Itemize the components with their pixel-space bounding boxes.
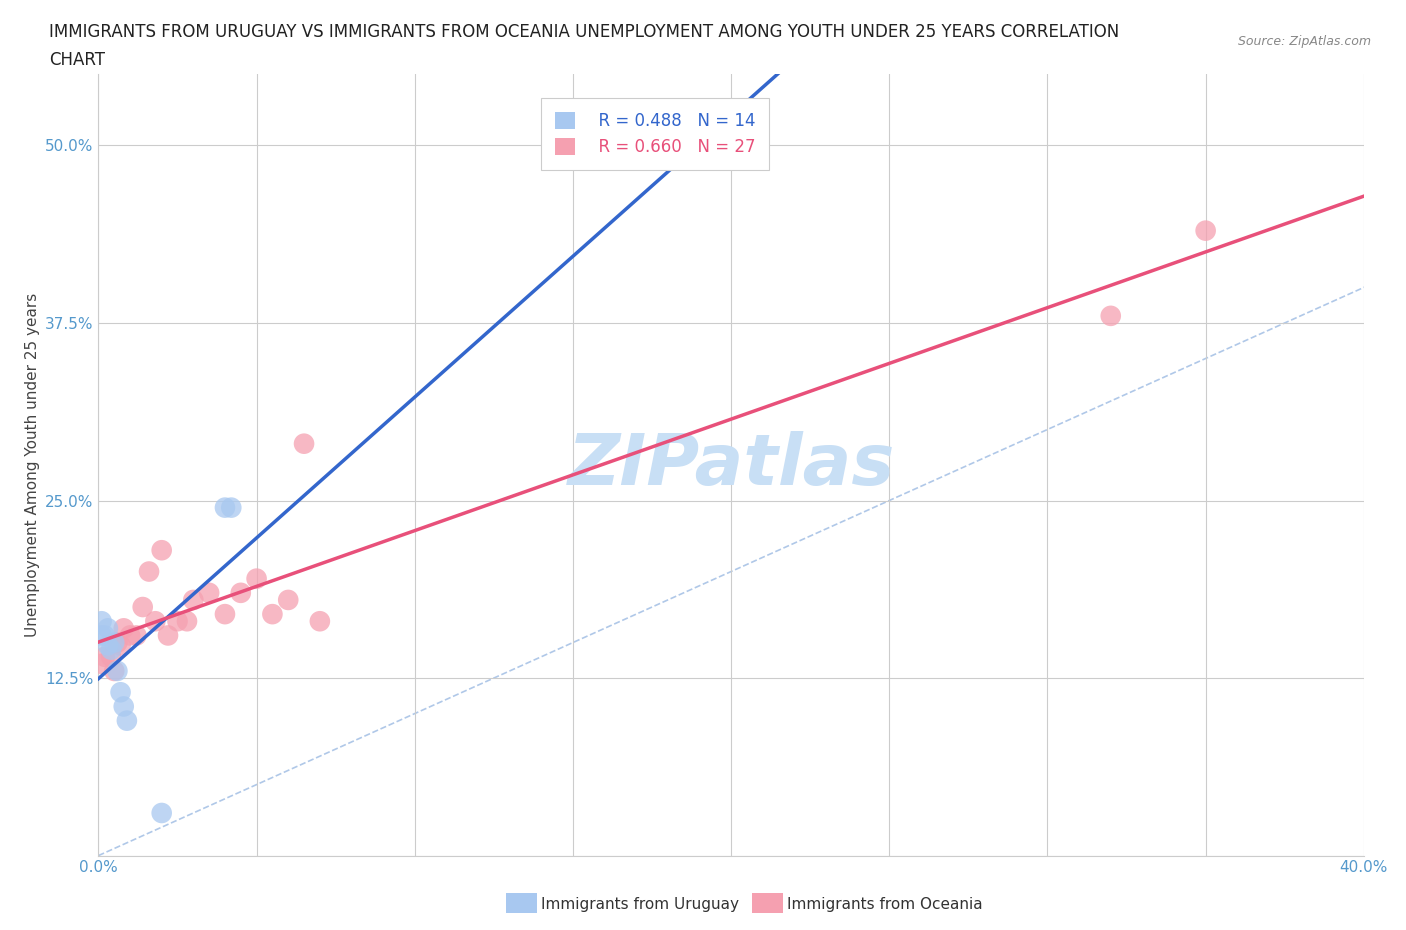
Point [110, 638, 132, 653]
Y-axis label: Unemployment Among Youth under 25 years: Unemployment Among Youth under 25 years [24, 293, 39, 637]
Point [1099, 309, 1122, 324]
Point [90, 614, 112, 629]
Point [132, 600, 155, 615]
Text: ZIPatlas: ZIPatlas [568, 431, 894, 499]
Point [112, 621, 135, 636]
Point [100, 643, 122, 658]
Text: Immigrants from Oceania: Immigrants from Oceania [787, 897, 983, 912]
Point [115, 713, 138, 728]
Point [145, 614, 166, 629]
Point [97, 621, 120, 636]
Legend:   R = 0.488   N = 14,   R = 0.660   N = 27: R = 0.488 N = 14, R = 0.660 N = 27 [541, 99, 769, 169]
Point [100, 649, 122, 664]
Point [183, 592, 205, 607]
Point [166, 614, 188, 629]
Point [292, 436, 315, 451]
Point [107, 635, 129, 650]
Point [214, 500, 236, 515]
Point [309, 614, 332, 629]
Point [110, 684, 132, 699]
Point [1194, 223, 1216, 238]
Point [103, 635, 125, 650]
Text: IMMIGRANTS FROM URUGUAY VS IMMIGRANTS FROM OCEANIA UNEMPLOYMENT AMONG YOUTH UNDE: IMMIGRANTS FROM URUGUAY VS IMMIGRANTS FR… [49, 23, 1119, 41]
Point [198, 585, 221, 600]
Point [103, 663, 125, 678]
Point [97, 638, 120, 653]
Point [107, 663, 129, 678]
Text: CHART: CHART [49, 51, 105, 69]
Text: Source: ZipAtlas.com: Source: ZipAtlas.com [1237, 35, 1371, 48]
Point [112, 699, 135, 714]
Point [277, 592, 299, 607]
Point [120, 628, 141, 643]
Text: Immigrants from Uruguay: Immigrants from Uruguay [541, 897, 740, 912]
Point [176, 614, 198, 629]
Point [125, 628, 148, 643]
Point [93, 649, 117, 664]
Point [138, 565, 160, 579]
Point [214, 606, 236, 621]
Point [219, 500, 243, 515]
Point [150, 543, 173, 558]
Point [93, 628, 117, 643]
Point [229, 585, 252, 600]
Point [157, 628, 180, 643]
Point [150, 805, 173, 820]
Point [90, 657, 112, 671]
Point [90, 628, 112, 643]
Point [262, 606, 284, 621]
Point [246, 571, 269, 586]
